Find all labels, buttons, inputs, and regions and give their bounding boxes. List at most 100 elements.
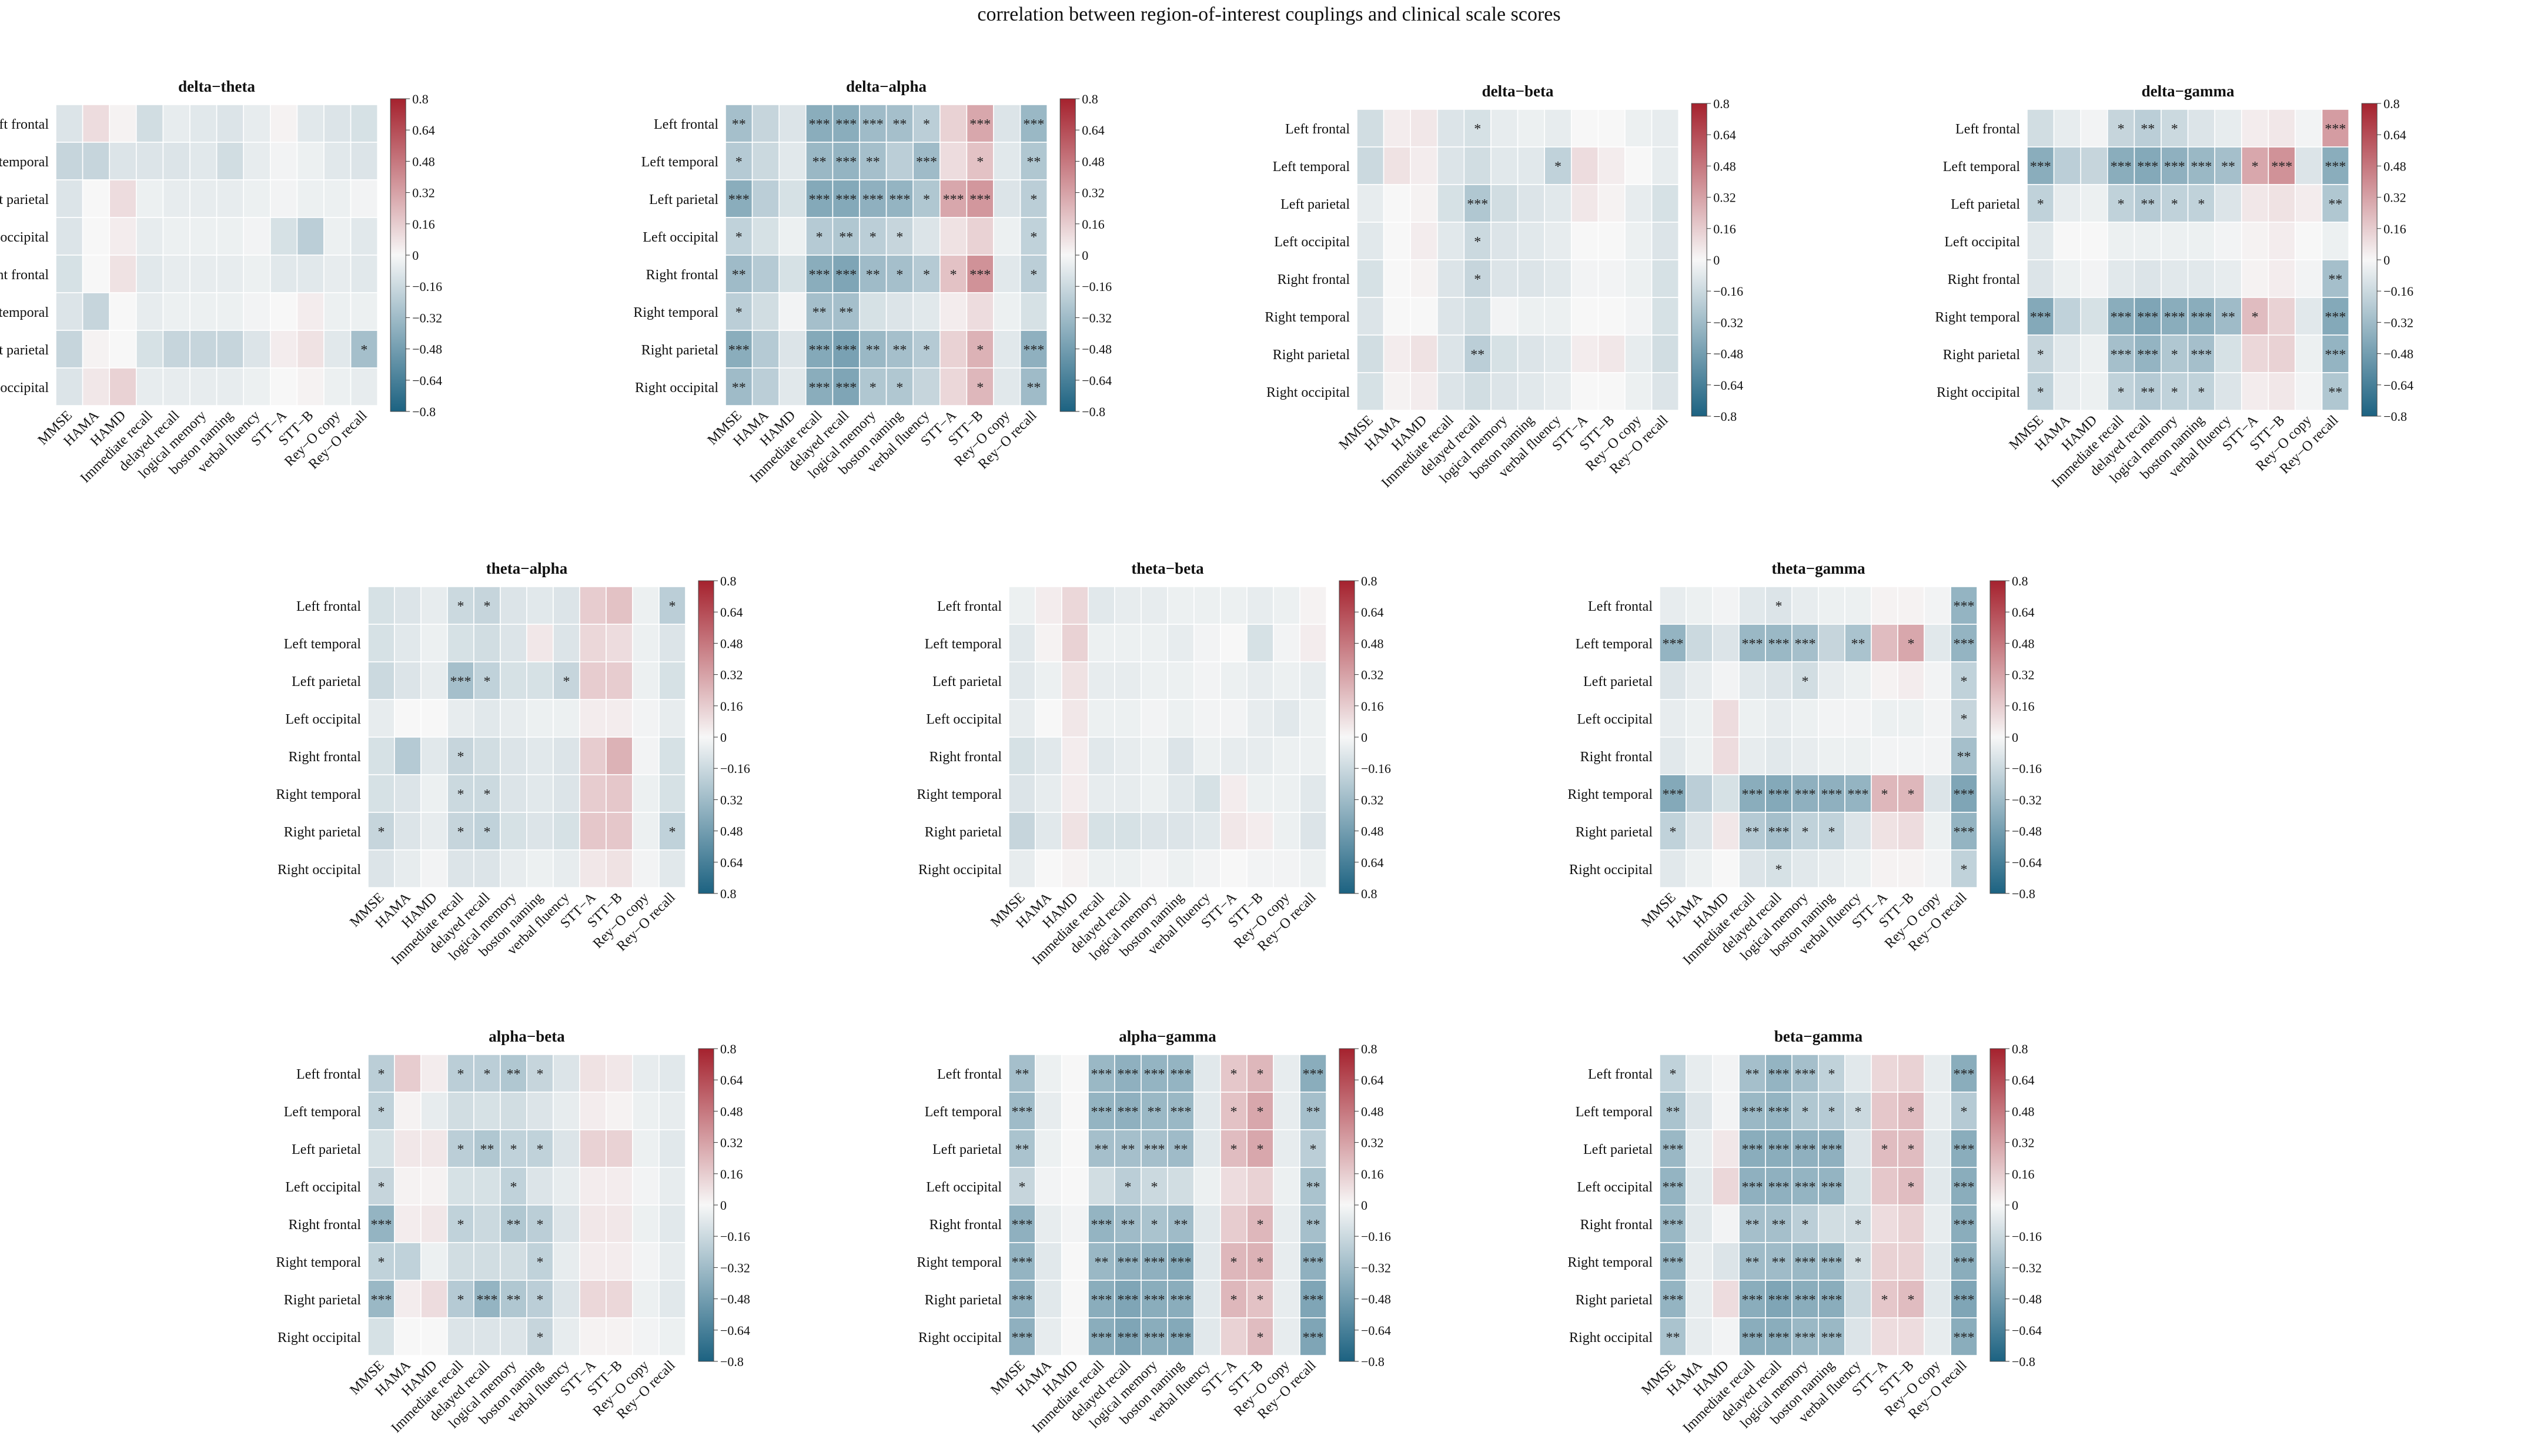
heatmap-cell (1765, 1054, 1793, 1093)
row-label: Right temporal (276, 787, 361, 802)
heatmap-cell (1686, 1054, 1713, 1093)
heatmap-cell (2321, 372, 2350, 411)
heatmap-cell (394, 1204, 422, 1243)
significance-marker: ** (1148, 1104, 1162, 1120)
panel-title: beta−gamma (1774, 1027, 1863, 1045)
heatmap-cell (1088, 1129, 1115, 1168)
heatmap-cell (1114, 1317, 1142, 1356)
heatmap-cell (553, 1280, 580, 1318)
significance-marker: * (1230, 1142, 1238, 1157)
heatmap-cell (55, 330, 83, 369)
significance-marker: * (457, 749, 464, 765)
heatmap-cell (1008, 624, 1036, 662)
significance-marker: ** (1745, 825, 1760, 840)
heatmap-cell (1490, 259, 1519, 298)
heatmap-cell (109, 330, 137, 369)
heatmap-cell (420, 737, 448, 775)
heatmap-cell (1220, 849, 1248, 888)
heatmap-cell (1061, 849, 1089, 888)
heatmap-cell (1738, 1129, 1766, 1168)
row-label: Right parietal (641, 343, 719, 358)
significance-marker: * (1019, 1180, 1026, 1195)
heatmap-cell (1246, 661, 1274, 700)
heatmap-cell (394, 812, 422, 851)
heatmap-cell (420, 812, 448, 851)
heatmap-cell (1571, 372, 1599, 411)
heatmap-cell (1871, 812, 1898, 851)
heatmap-cell (2161, 109, 2189, 148)
heatmap-cell (1517, 222, 1546, 260)
heatmap-cell (1114, 1092, 1142, 1130)
heatmap-cell (1035, 586, 1062, 625)
colorbar-tick-label: −0.48 (1361, 1292, 1391, 1307)
heatmap-cell (1383, 297, 1412, 336)
colorbar-tick-label: 0.32 (1082, 186, 1105, 200)
significance-marker: * (735, 305, 743, 320)
heatmap-cell (1193, 1054, 1221, 1093)
row-label: Right temporal (276, 1255, 361, 1270)
significance-marker: * (484, 674, 491, 689)
significance-marker: * (1961, 1104, 1968, 1120)
significance-marker: * (2118, 385, 2125, 400)
heatmap-cell (1114, 737, 1142, 775)
heatmap-cell (189, 142, 218, 180)
row-label: Right occipital (918, 862, 1002, 878)
heatmap-cell (189, 104, 218, 143)
heatmap-cell (1818, 1092, 1845, 1130)
heatmap-cell (1141, 1167, 1168, 1206)
significance-marker: ** (1174, 1217, 1188, 1233)
heatmap-cell (1544, 297, 1572, 336)
colorbar-tick-label: 0.64 (720, 855, 743, 870)
colorbar (1989, 580, 2006, 894)
colorbar-tick-label: 0.8 (1713, 96, 1730, 111)
heatmap-cell (473, 1204, 501, 1243)
heatmap-cell (579, 1167, 607, 1206)
heatmap-cell (1517, 372, 1546, 411)
heatmap-cell (136, 330, 164, 369)
row-label: Left parietal (932, 674, 1002, 689)
heatmap-cell (216, 179, 245, 218)
colorbar-tick-label: −0.16 (412, 279, 442, 294)
significance-marker: * (816, 230, 823, 245)
heatmap-cell (553, 1242, 580, 1281)
significance-marker: * (896, 230, 903, 245)
significance-marker: *** (1795, 1142, 1816, 1157)
heatmap-cell (1035, 1280, 1062, 1318)
colorbar-tick-label: 0 (2012, 1198, 2018, 1213)
significance-marker: *** (371, 1293, 392, 1308)
heatmap-cell (966, 104, 994, 143)
significance-marker: *** (1742, 637, 1763, 652)
heatmap-cell (606, 1129, 633, 1168)
heatmap-cell (579, 1054, 607, 1093)
row-label: Right temporal (633, 305, 718, 320)
colorbar-tick-label: 0.64 (2383, 128, 2406, 142)
significance-marker: *** (1821, 1180, 1843, 1195)
significance-marker: *** (1171, 1104, 1192, 1120)
heatmap-cell (1088, 661, 1115, 700)
heatmap-cell (109, 142, 137, 180)
heatmap-cell (553, 774, 580, 813)
heatmap-cell (1897, 737, 1925, 775)
significance-marker: *** (1795, 1330, 1816, 1345)
heatmap-cell (1950, 586, 1978, 625)
significance-marker: ** (480, 1142, 494, 1157)
heatmap-cell (1571, 222, 1599, 260)
heatmap-cell (367, 849, 395, 888)
heatmap-cell (966, 292, 994, 331)
significance-marker: ** (1666, 1104, 1680, 1120)
heatmap-cell (1924, 624, 1951, 662)
heatmap-cell (2241, 334, 2269, 373)
heatmap-cell (1088, 1317, 1115, 1356)
heatmap-cell (1924, 774, 1951, 813)
heatmap-cell (1871, 1242, 1898, 1281)
significance-marker: *** (1023, 117, 1044, 132)
significance-marker: *** (969, 192, 991, 207)
heatmap-cell (1791, 1317, 1819, 1356)
heatmap-cell (500, 1054, 527, 1093)
significance-marker: * (1775, 862, 1783, 878)
heatmap-cell (1299, 849, 1327, 888)
significance-marker: *** (1663, 1142, 1684, 1157)
heatmap-cell (658, 1054, 686, 1093)
colorbar-tick-label: 0.8 (720, 574, 737, 588)
heatmap-cell (1220, 1242, 1248, 1281)
